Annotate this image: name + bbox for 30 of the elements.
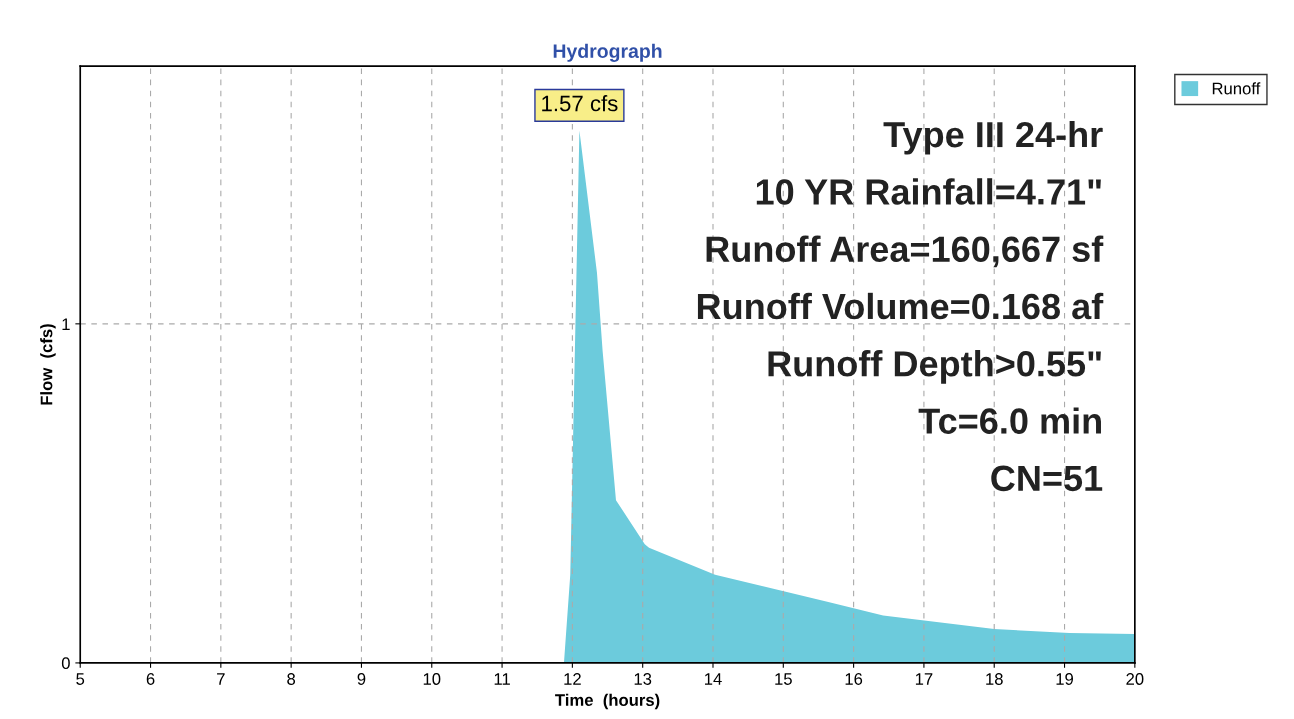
x-tick-label: 5 xyxy=(76,673,85,685)
x-tick-label: 16 xyxy=(845,673,863,685)
x-tick-label: 10 xyxy=(423,673,441,685)
x-tick-label: 15 xyxy=(775,673,792,685)
annotation: Runoff Volume=0.168 af xyxy=(697,292,1104,320)
y-tick-label: 1 xyxy=(62,318,70,330)
x-tick-label: 18 xyxy=(986,673,1003,685)
x-tick-label: 7 xyxy=(217,673,225,685)
x-tick-label: 14 xyxy=(705,673,722,685)
legend-label: Runoff xyxy=(1212,82,1261,95)
x-tick-label: 19 xyxy=(1056,673,1074,685)
annotation: CN=51 xyxy=(991,465,1103,492)
chart-title: Hydrograph xyxy=(553,43,662,62)
y-tick-label: 0 xyxy=(61,657,70,670)
annotation: 10 YR Rainfall=4.71" xyxy=(756,178,1101,205)
x-tick-label: 12 xyxy=(564,673,581,685)
x-axis-title: Time (hours) xyxy=(555,693,660,710)
x-tick-label: 9 xyxy=(357,673,366,685)
x-tick-label: 8 xyxy=(287,673,296,685)
annotation: Runoff Area=160,667 sf xyxy=(706,235,1104,268)
x-tick-label: 11 xyxy=(494,673,510,685)
annotation: Tc=6.0 min xyxy=(918,407,1101,434)
x-tick-label: 13 xyxy=(634,673,652,685)
annotation: 1.57 cfs xyxy=(542,95,618,112)
x-tick-label: 6 xyxy=(146,673,155,685)
x-tick-label: 17 xyxy=(915,673,933,685)
y-axis-title: Flow (cfs) xyxy=(40,324,56,405)
annotation: Type III 24-hr xyxy=(883,120,1103,155)
x-tick-label: 20 xyxy=(1126,673,1144,685)
annotation: Runoff Depth>0.55" xyxy=(768,350,1101,384)
